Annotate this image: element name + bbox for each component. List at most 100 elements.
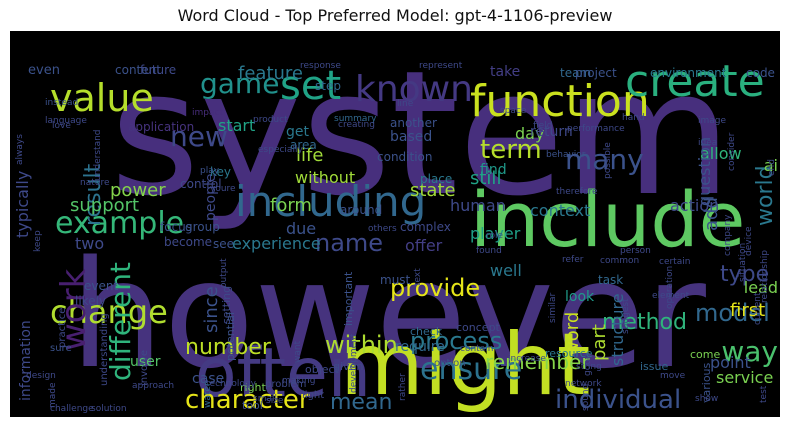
word-refer: refer (562, 255, 584, 265)
word-youre: youre (210, 184, 236, 194)
word-hand: hand (622, 113, 645, 123)
word-place: place (420, 172, 452, 186)
word-well: well (490, 261, 522, 280)
cloud-background (10, 31, 780, 417)
word-model: model (695, 299, 770, 327)
word-relationship: relationship (760, 250, 770, 303)
word-name: name (315, 229, 383, 257)
word-company: company (723, 214, 733, 256)
word-allow: allow (700, 144, 742, 163)
word-offer: offer (405, 236, 443, 255)
word-within: within (325, 331, 398, 359)
word-two: two (75, 234, 104, 253)
word-way: way (721, 335, 778, 368)
word-rather: rather (398, 373, 408, 401)
word-check: check (410, 325, 443, 338)
word-size: size (266, 396, 284, 406)
word-cloud: systemhowevermightincludeoftenfunctioncr… (10, 31, 780, 417)
word-sound: sound (581, 384, 591, 411)
word-mean: mean (330, 390, 392, 415)
word-small: small (253, 394, 277, 404)
word-resource: resource (545, 347, 593, 360)
word-require: require (395, 339, 445, 355)
word-making: making (282, 376, 315, 386)
word-due: due (286, 219, 316, 238)
word-many: many (565, 143, 644, 176)
word-include: include (470, 175, 745, 264)
word-text: text (413, 268, 423, 286)
word-important: important (342, 271, 355, 326)
word-development: development (349, 333, 359, 393)
word-impact: impact (192, 108, 223, 118)
word-issue: issue (640, 360, 668, 373)
word-player: player (470, 224, 521, 243)
word-option: option (434, 358, 466, 369)
word-object: object (305, 363, 340, 376)
word-given: given (333, 360, 363, 373)
word-however: however (70, 229, 706, 401)
word-space: space (500, 106, 527, 116)
word-situation: situation (738, 243, 748, 282)
word-take: take (490, 64, 520, 80)
word-approach: approach (132, 381, 174, 391)
word-typically: typically (13, 171, 32, 238)
word-provide: provide (390, 274, 480, 302)
word-change: change (50, 293, 168, 331)
word-similar: similar (548, 293, 558, 323)
word-state: state (410, 180, 456, 201)
word-point: point (710, 353, 751, 372)
word-line: line (397, 99, 414, 109)
word-current: current (753, 292, 763, 325)
word-form: form (270, 195, 312, 216)
word-application: application (128, 120, 194, 134)
word-code: code (746, 66, 775, 80)
word-including: including (235, 177, 426, 226)
word-move: move (660, 371, 686, 381)
word-look: look (565, 289, 595, 305)
word-problem: problem (265, 379, 306, 390)
word-complex: complex (400, 220, 451, 234)
word-another: another (390, 116, 437, 130)
word-return: return (530, 124, 573, 140)
word-character: character (185, 385, 310, 415)
word-focus: focus (160, 220, 192, 234)
word-group: group (185, 220, 220, 234)
word-term: term (480, 135, 542, 165)
word-context: context (530, 201, 590, 220)
word-idea: idea (698, 138, 717, 148)
word-information: information (18, 320, 34, 401)
word-contain: contain (460, 344, 493, 354)
word-suggest: suggest (621, 298, 631, 334)
word-product: product (253, 115, 288, 125)
word-based: based (390, 129, 432, 145)
word-action: action (670, 196, 719, 215)
word-get: get (286, 124, 310, 140)
chart-title: Word Cloud - Top Preferred Model: gpt-4-… (177, 6, 613, 25)
word-individual: individual (555, 385, 681, 415)
word-task: task (598, 273, 623, 287)
word-often: often (195, 334, 371, 413)
word-test: test (759, 385, 769, 403)
word-water: water (203, 382, 213, 408)
word-involve: involve (139, 350, 150, 386)
word-event: event (84, 279, 118, 293)
word-key: key (210, 165, 231, 179)
word-feature: feature (238, 63, 303, 84)
word-device: device (744, 226, 754, 256)
word-must: must (380, 273, 411, 287)
word-lead: lead (744, 278, 778, 297)
word-add: add (701, 197, 722, 231)
word-remember: remember (485, 350, 590, 374)
word-known: known (355, 69, 473, 110)
word-service: service (716, 368, 773, 387)
word-method: method (602, 310, 687, 335)
word-group: systemhowevermightincludeoftenfunctioncr… (13, 33, 778, 415)
word-likely: likely (75, 294, 106, 308)
word-represent: represent (419, 61, 463, 71)
word-string: string (576, 362, 602, 372)
word-show: show (695, 394, 718, 404)
word-structure: structure (608, 293, 627, 366)
word-function: function (470, 76, 650, 127)
word-without: without (295, 168, 355, 187)
word-design: design (26, 371, 56, 381)
